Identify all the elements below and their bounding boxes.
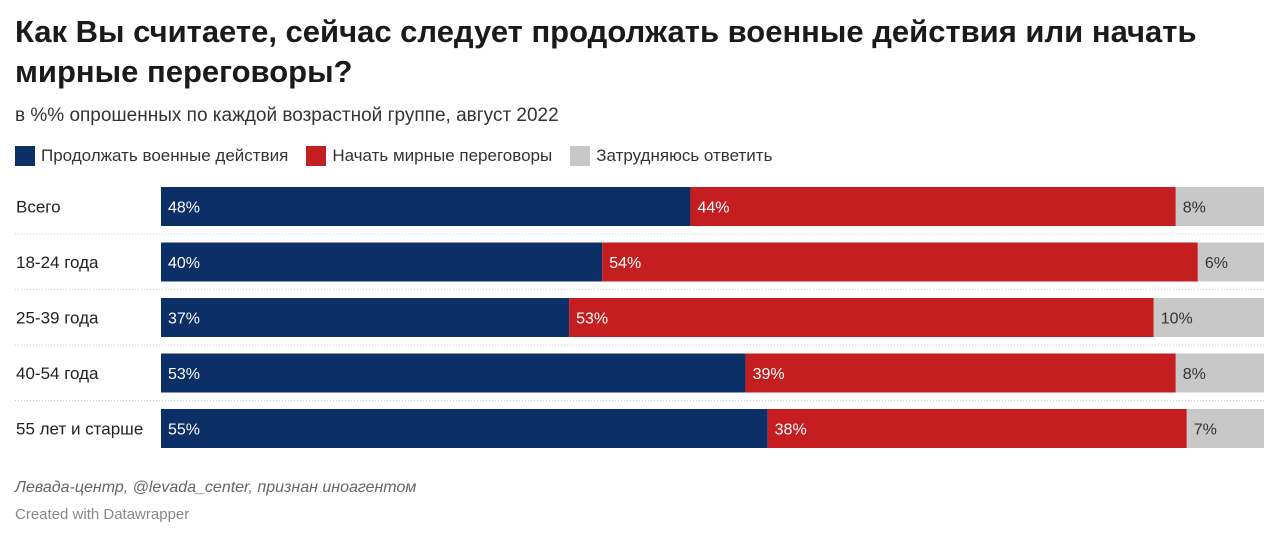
category-label: 55 лет и старше (16, 420, 143, 439)
bar-segment (745, 353, 1176, 393)
data-label: 39% (753, 366, 785, 383)
data-label: 44% (697, 200, 729, 217)
data-label: 8% (1183, 200, 1206, 217)
bar-segment (690, 187, 1176, 226)
data-label: 55% (168, 422, 200, 439)
legend-swatch (15, 146, 35, 166)
bar-segment (161, 187, 691, 226)
data-label: 38% (775, 422, 807, 439)
data-label: 8% (1183, 366, 1206, 383)
legend-item: Продолжать военные действия (15, 146, 288, 166)
bar-segment (161, 409, 768, 448)
source-note: Левада-центр, @levada_center, признан ин… (15, 479, 417, 496)
bar-segment (569, 298, 1154, 337)
legend-label: Затрудняюсь ответить (596, 146, 773, 165)
data-label: 54% (609, 255, 641, 272)
data-label: 40% (168, 255, 200, 272)
category-label: Всего (16, 198, 61, 217)
legend-item: Начать мирные переговоры (306, 146, 552, 166)
category-label: 25-39 года (16, 309, 99, 328)
chart-plot: Всего 48% 44% 8% 18-24 года 40% 54% 6% 25-39 год… (15, 187, 1264, 448)
bar-segment (161, 242, 603, 282)
data-label: 6% (1205, 255, 1228, 272)
bar-segment (1153, 298, 1264, 337)
data-label: 37% (168, 311, 200, 328)
chart-title: Как Вы считаете, сейчас следует продолжа… (15, 14, 1197, 89)
chart-subtitle: в %% опрошенных по каждой возрастной гру… (15, 105, 559, 126)
bar-segment (1175, 187, 1264, 226)
category-label: 40-54 года (16, 364, 99, 383)
legend-label: Начать мирные переговоры (332, 146, 553, 165)
data-label: 48% (168, 200, 200, 217)
bar-segment (1186, 409, 1264, 448)
legend-item: Затрудняюсь ответить (570, 146, 772, 166)
data-label: 10% (1161, 311, 1193, 328)
legend-swatch (306, 146, 327, 166)
legend-swatch (570, 146, 591, 166)
bar-segment (161, 353, 746, 393)
data-label: 7% (1194, 422, 1217, 439)
bar-segment (767, 409, 1187, 448)
bar-segment (602, 242, 1198, 282)
credit-link[interactable]: Created with Datawrapper (15, 506, 190, 523)
data-label: 53% (576, 311, 608, 328)
legend-label: Продолжать военные действия (41, 146, 289, 165)
category-label: 18-24 года (16, 253, 99, 272)
bar-segment (1175, 353, 1264, 393)
bar-segment (161, 298, 570, 337)
bar-segment (1197, 242, 1264, 282)
data-label: 53% (168, 366, 200, 383)
legend: Продолжать военные действия Начать мирные… (15, 146, 772, 166)
